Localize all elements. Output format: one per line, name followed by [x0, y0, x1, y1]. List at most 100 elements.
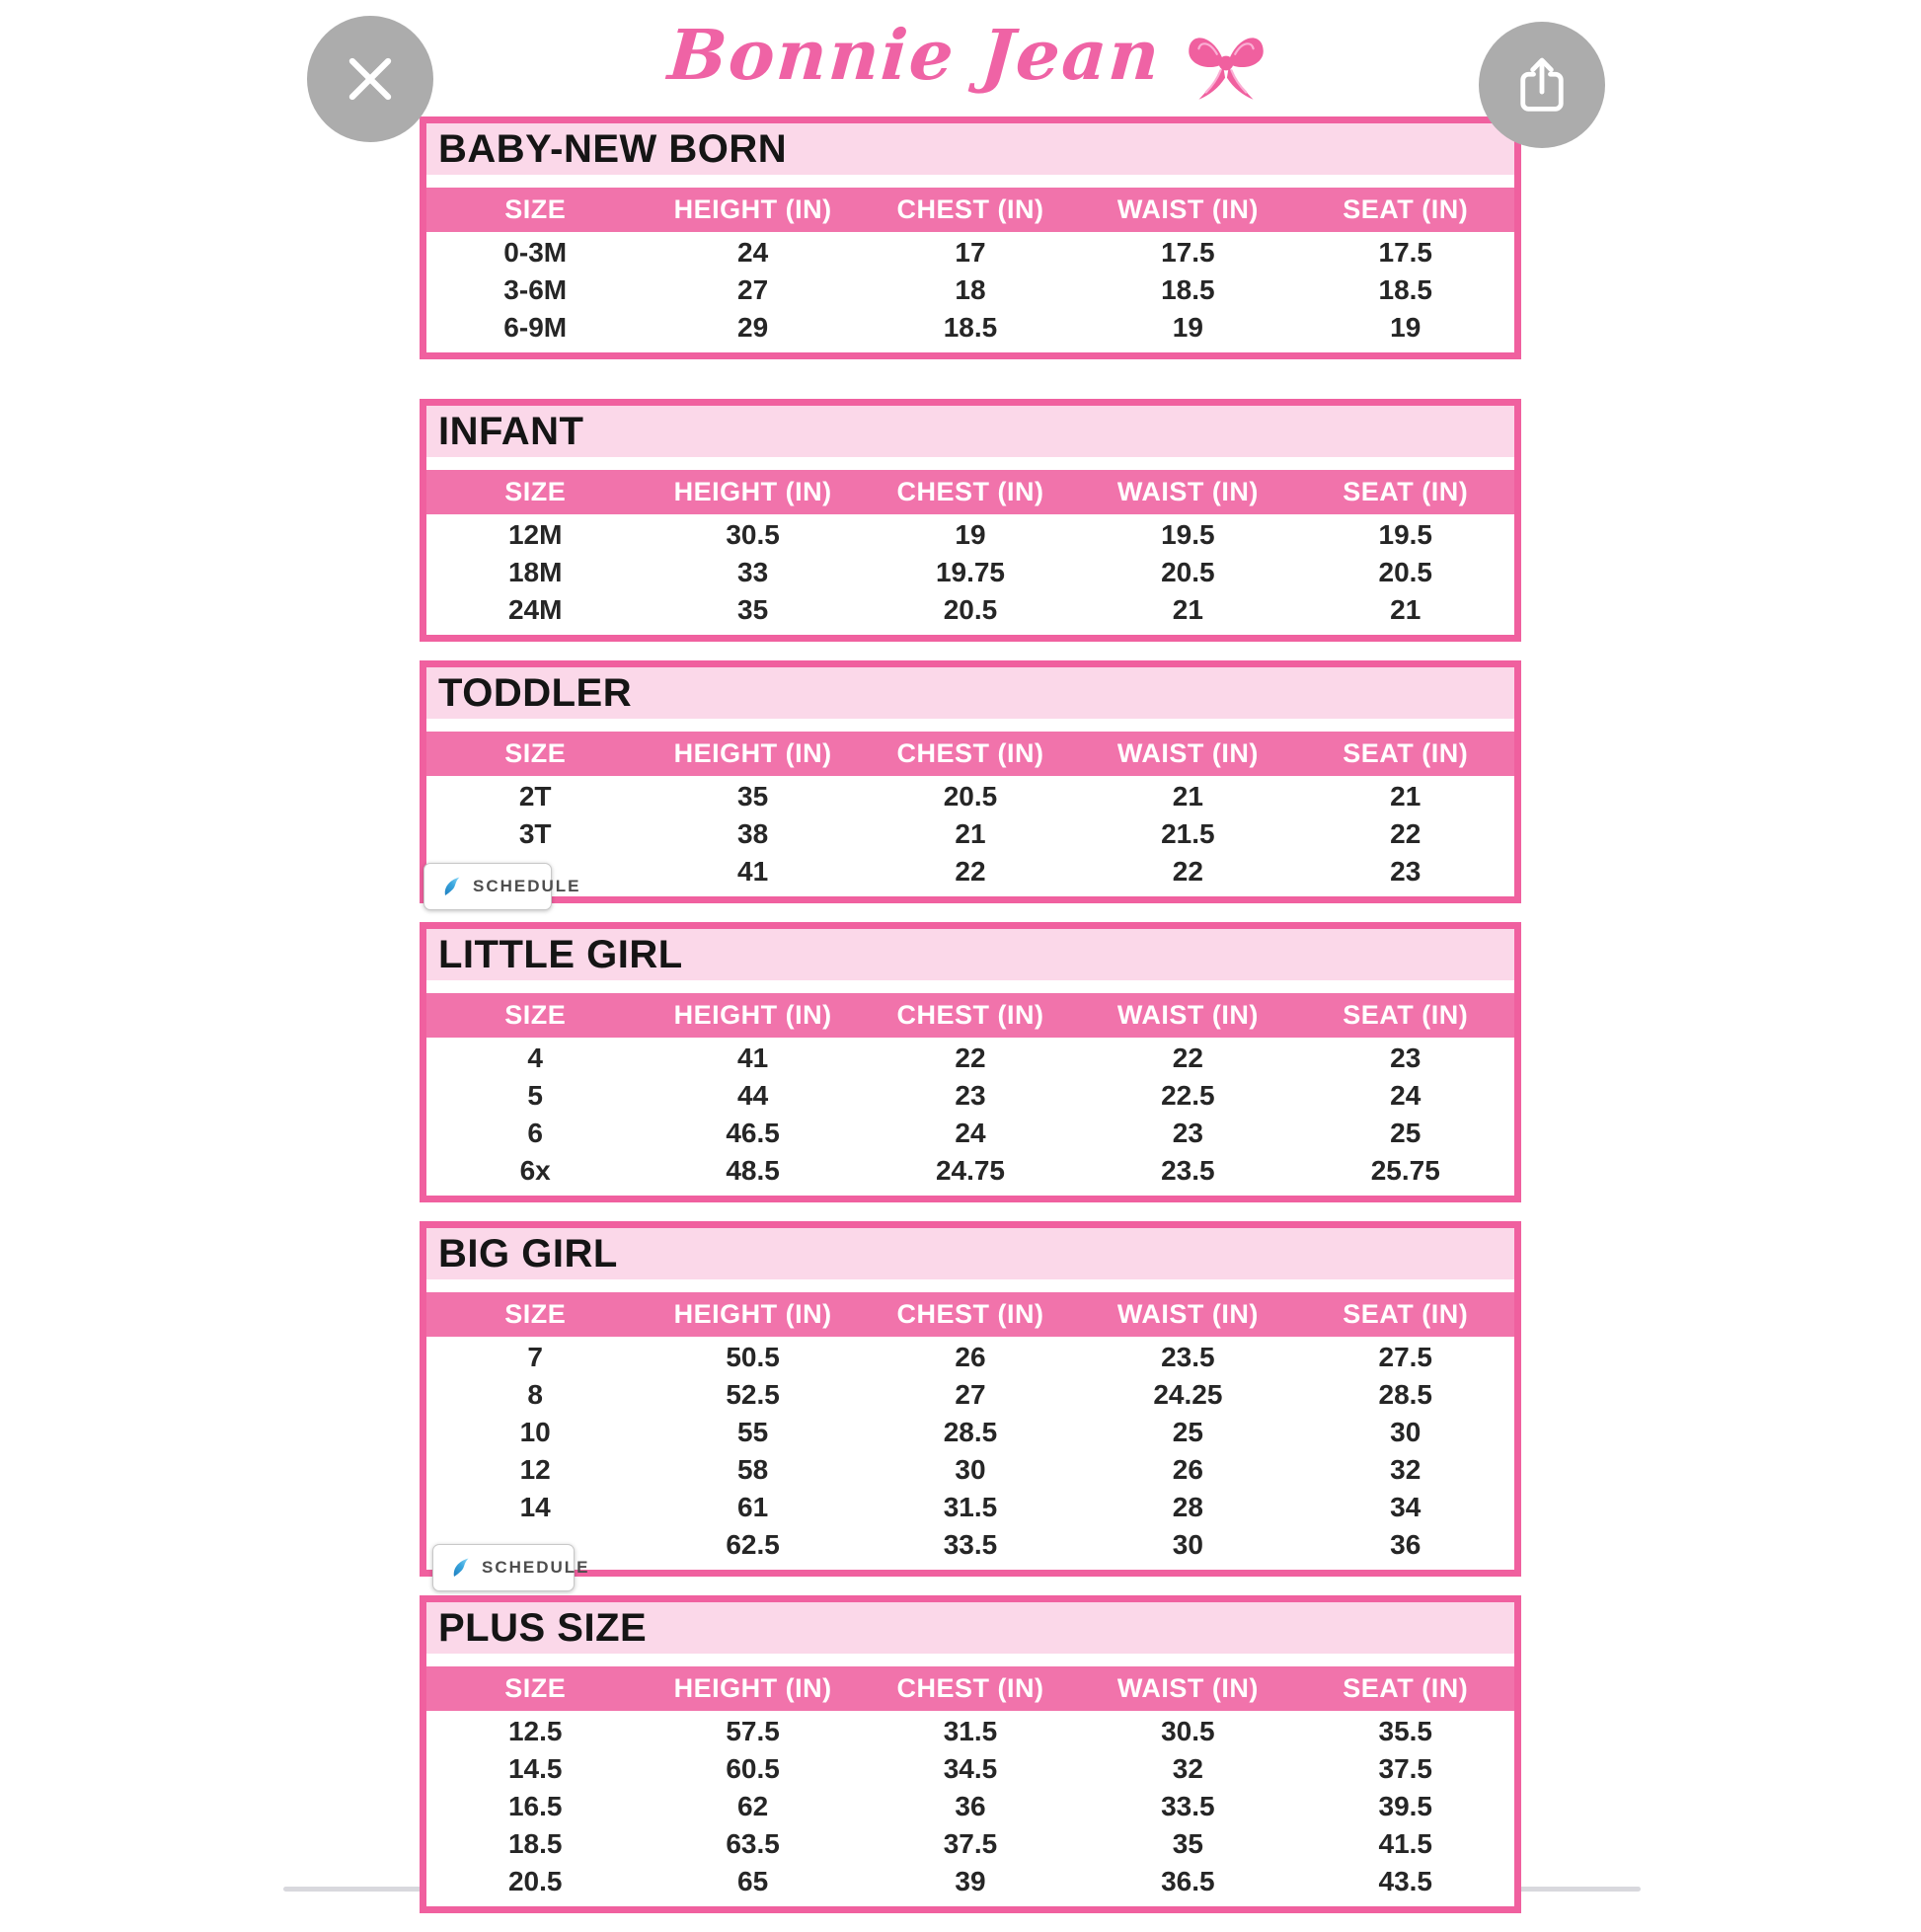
- value-cell: 35: [737, 594, 769, 625]
- value-cell: 23: [1172, 1118, 1203, 1148]
- section-gap: [426, 1279, 1514, 1292]
- size-cell: 6: [527, 1118, 543, 1148]
- value-cell: 18: [955, 274, 986, 305]
- size-cell: 10: [519, 1417, 551, 1447]
- value-cell: 21: [1390, 594, 1422, 625]
- column-header-row: SIZE HEIGHT (IN) CHEST (IN) WAIST (IN) SEAT …: [426, 188, 1514, 232]
- value-cell: 23.5: [1161, 1342, 1215, 1372]
- section-title: PLUS SIZE: [426, 1602, 1514, 1654]
- size-chart: BABY-NEW BORN SIZE HEIGHT (IN) CHEST (IN) W…: [420, 116, 1521, 1932]
- value-cell: 37.5: [943, 1828, 998, 1859]
- value-cell: 36: [955, 1791, 986, 1821]
- value-cell: 36.5: [1161, 1866, 1215, 1896]
- section-rows: 12M 30.5 19 19.5 19.5 18M 33 19.75 20.5 20.5 24M 35…: [426, 514, 1514, 635]
- section-gap: [426, 1654, 1514, 1666]
- value-cell: 21: [1172, 781, 1203, 811]
- size-cell: 14.5: [507, 1753, 563, 1784]
- value-cell: 29: [737, 312, 769, 343]
- value-cell: 19.5: [1378, 519, 1433, 550]
- section-gap: [426, 175, 1514, 188]
- value-cell: 19.75: [935, 557, 1006, 587]
- value-cell: 41.5: [1378, 1828, 1433, 1859]
- column-header: CHEST (IN): [896, 1299, 1044, 1329]
- table-row: 6 46.5 24 23 25: [426, 1115, 1514, 1152]
- section-gap: [426, 980, 1514, 993]
- value-cell: 20.5: [1378, 557, 1433, 587]
- section-rows: 0-3M 24 17 17.5 17.5 3-6M 27 18 18.5 18.5 6-9M 29 18…: [426, 232, 1514, 352]
- value-cell: 24: [955, 1118, 986, 1148]
- column-header: SIZE: [504, 194, 567, 224]
- value-cell: 35: [1172, 1828, 1203, 1859]
- size-chart-section: INFANT SIZE HEIGHT (IN) CHEST (IN) WAIST (I…: [420, 399, 1521, 642]
- column-header: WAIST (IN): [1116, 1673, 1259, 1703]
- schedule-button[interactable]: SCHEDULE: [423, 863, 579, 910]
- section-rows: 12.5 57.5 31.5 30.5 35.5 14.5 60.5 34.5 32 37.5 16…: [426, 1711, 1514, 1906]
- value-cell: 25.75: [1370, 1155, 1440, 1186]
- value-cell: 33: [737, 557, 769, 587]
- table-row: 3-6M 27 18 18.5 18.5: [426, 271, 1514, 309]
- column-header: HEIGHT (IN): [673, 738, 832, 768]
- bonnie-jean-logo-text: Bonnie Jean: [665, 14, 1164, 96]
- section-gap: [426, 719, 1514, 732]
- value-cell: 21: [1172, 594, 1203, 625]
- value-cell: 21: [1390, 781, 1422, 811]
- column-header: WAIST (IN): [1116, 1000, 1259, 1030]
- column-header: SEAT (IN): [1343, 738, 1469, 768]
- size-cell: 6x: [519, 1155, 551, 1186]
- value-cell: 22: [955, 1043, 986, 1073]
- value-cell: 30: [1390, 1417, 1422, 1447]
- size-cell: 3-6M: [503, 274, 568, 305]
- column-header-row: SIZE HEIGHT (IN) CHEST (IN) WAIST (IN) SEAT …: [426, 732, 1514, 776]
- table-row: 10 55 28.5 25 30: [426, 1414, 1514, 1451]
- size-cell: 12: [519, 1454, 551, 1485]
- value-cell: 18.5: [943, 312, 998, 343]
- table-row: 0-3M 24 17 17.5 17.5: [426, 234, 1514, 271]
- section-rows: 4 41 22 22 23 5 44 23 22.5 24 6 46.5 24 23 25 6x 48.5 24.…: [426, 1038, 1514, 1196]
- table-row: 6x 48.5 24.75 23.5 25.75: [426, 1152, 1514, 1190]
- column-header: SIZE: [504, 738, 567, 768]
- value-cell: 24: [1390, 1080, 1422, 1111]
- value-cell: 61: [737, 1492, 769, 1522]
- size-cell: 4: [527, 1043, 543, 1073]
- value-cell: 28: [1172, 1492, 1203, 1522]
- column-header-row: SIZE HEIGHT (IN) CHEST (IN) WAIST (IN) SEAT …: [426, 1666, 1514, 1711]
- close-icon: [340, 48, 401, 110]
- value-cell: 24: [737, 237, 769, 268]
- value-cell: 34.5: [943, 1753, 998, 1784]
- value-cell: 22: [1172, 856, 1203, 887]
- table-row: 12M 30.5 19 19.5 19.5: [426, 516, 1514, 554]
- column-header: SIZE: [504, 1000, 567, 1030]
- close-button[interactable]: [307, 16, 433, 142]
- schedule-label: SCHEDULE: [482, 1558, 590, 1577]
- size-chart-section: PLUS SIZE SIZE HEIGHT (IN) CHEST (IN) WAIST…: [420, 1595, 1521, 1913]
- size-cell: 3T: [518, 818, 552, 849]
- column-header: SEAT (IN): [1343, 194, 1469, 224]
- value-cell: 26: [955, 1342, 986, 1372]
- value-cell: 19.5: [1161, 519, 1215, 550]
- value-cell: 25: [1172, 1417, 1203, 1447]
- schedule-button[interactable]: SCHEDULE: [432, 1544, 588, 1591]
- size-cell: 2T: [518, 781, 552, 811]
- value-cell: 39.5: [1378, 1791, 1433, 1821]
- section-rows: 7 50.5 26 23.5 27.5 8 52.5 27 24.25 28.5 10 55 28.5 2…: [426, 1337, 1514, 1570]
- value-cell: 38: [737, 818, 769, 849]
- table-row: 41 22 22 23: [426, 853, 1514, 890]
- column-header: SEAT (IN): [1343, 477, 1469, 506]
- table-row: 12.5 57.5 31.5 30.5 35.5: [426, 1713, 1514, 1750]
- value-cell: 26: [1172, 1454, 1203, 1485]
- value-cell: 50.5: [726, 1342, 780, 1372]
- column-header: HEIGHT (IN): [673, 1673, 832, 1703]
- size-chart-section: LITTLE GIRL SIZE HEIGHT (IN) CHEST (IN) WAI…: [420, 922, 1521, 1202]
- schedule-label: SCHEDULE: [473, 877, 581, 895]
- value-cell: 41: [737, 1043, 769, 1073]
- value-cell: 36: [1390, 1529, 1422, 1560]
- table-row: 62.5 33.5 30 36: [426, 1526, 1514, 1564]
- value-cell: 34: [1390, 1492, 1422, 1522]
- share-button[interactable]: [1479, 22, 1605, 148]
- value-cell: 30: [1172, 1529, 1203, 1560]
- value-cell: 65: [737, 1866, 769, 1896]
- column-header: SIZE: [504, 1673, 567, 1703]
- size-chart-section: BIG GIRL SIZE HEIGHT (IN) CHEST (IN) WAIST …: [420, 1221, 1521, 1591]
- value-cell: 30: [955, 1454, 986, 1485]
- value-cell: 63.5: [726, 1828, 780, 1859]
